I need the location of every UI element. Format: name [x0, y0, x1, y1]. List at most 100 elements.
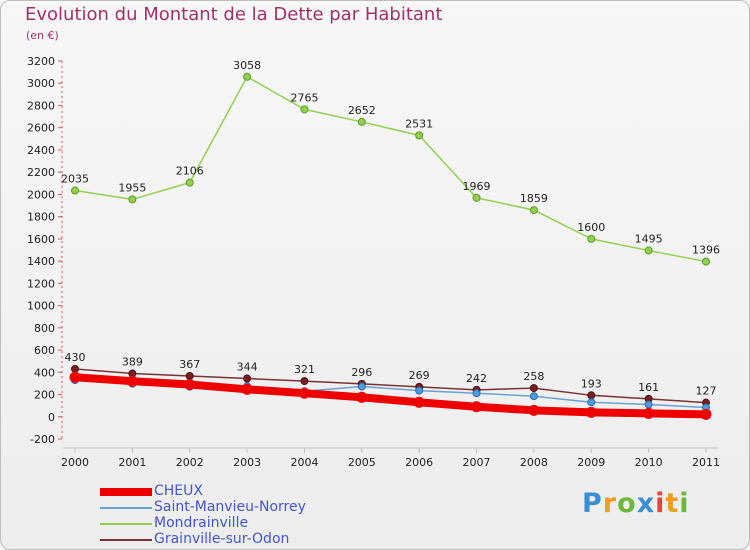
legend-swatch-saint-manvieu-norrey — [100, 507, 152, 509]
proxiti-logo: Proxiti — [582, 488, 690, 519]
y-tick-label: 2600 — [27, 122, 55, 135]
x-tick-label: 2004 — [290, 456, 318, 469]
y-tick-label: 0 — [48, 411, 55, 424]
data-label-mondrainville: 2765 — [290, 91, 318, 104]
data-point-mondrainville — [529, 206, 538, 215]
data-label-grainville-sur-odon: 242 — [466, 372, 487, 385]
data-label-grainville-sur-odon: 193 — [581, 377, 602, 390]
series-line-grainville-sur-odon — [74, 368, 707, 404]
data-point-cheux — [241, 383, 253, 395]
series-line-mondrainville — [74, 76, 707, 263]
data-label-grainville-sur-odon: 258 — [523, 370, 544, 383]
x-tick-label: 2010 — [635, 456, 663, 469]
data-point-saint-manvieu-norrey — [529, 392, 538, 401]
data-point-grainville-sur-odon — [243, 374, 252, 383]
data-point-grainville-sur-odon — [587, 391, 596, 400]
y-tick-label: 1400 — [27, 255, 55, 268]
data-label-mondrainville: 2531 — [405, 117, 433, 130]
x-tick-label: 2002 — [176, 456, 204, 469]
data-label-grainville-sur-odon: 161 — [638, 381, 659, 394]
data-point-cheux — [528, 404, 540, 416]
legend-label-cheux: CHEUX — [154, 483, 203, 499]
data-point-cheux — [413, 396, 425, 408]
data-label-mondrainville: 1600 — [577, 221, 605, 234]
data-point-cheux — [356, 391, 368, 403]
data-point-saint-manvieu-norrey — [415, 386, 424, 395]
data-label-grainville-sur-odon: 127 — [696, 385, 717, 398]
data-point-cheux — [298, 387, 310, 399]
data-point-mondrainville — [243, 72, 252, 81]
legend-label-mondrainville: Mondrainville — [154, 515, 249, 531]
chart-title: Evolution du Montant de la Dette par Hab… — [25, 4, 443, 25]
x-tick-label: 2008 — [520, 456, 548, 469]
data-label-mondrainville: 2035 — [61, 173, 89, 186]
x-tick-label: 2005 — [348, 456, 376, 469]
data-point-mondrainville — [300, 105, 309, 114]
data-point-saint-manvieu-norrey — [472, 389, 481, 398]
series-line-cheux — [71, 373, 710, 419]
y-tick-label: 2200 — [27, 166, 55, 179]
y-tick-label: 2800 — [27, 99, 55, 112]
x-tick-label: 2009 — [577, 456, 605, 469]
x-tick-label: 2001 — [118, 456, 146, 469]
data-label-mondrainville: 1969 — [463, 180, 491, 193]
data-point-mondrainville — [587, 234, 596, 243]
data-point-cheux — [585, 406, 597, 418]
data-label-mondrainville: 1396 — [692, 244, 720, 257]
y-tick-label: -200 — [30, 433, 55, 446]
data-point-mondrainville — [357, 117, 366, 126]
y-tick-label: 1000 — [27, 300, 55, 313]
legend-swatch-mondrainville — [100, 523, 152, 525]
data-label-mondrainville: 1955 — [118, 181, 146, 194]
data-point-mondrainville — [415, 131, 424, 140]
y-tick-label: 2400 — [27, 144, 55, 157]
data-label-grainville-sur-odon: 389 — [122, 356, 143, 369]
x-tick-label: 2011 — [692, 456, 720, 469]
data-label-mondrainville: 1859 — [520, 192, 548, 205]
data-point-saint-manvieu-norrey — [644, 400, 653, 409]
data-label-grainville-sur-odon: 367 — [179, 358, 200, 371]
legend-swatch-grainville-sur-odon — [100, 539, 152, 541]
data-point-saint-manvieu-norrey — [357, 382, 366, 391]
y-tick-label: 1600 — [27, 233, 55, 246]
data-point-cheux — [471, 401, 483, 413]
y-tick-label: 800 — [34, 322, 55, 335]
data-point-mondrainville — [644, 246, 653, 255]
data-point-cheux — [643, 407, 655, 419]
unit-label: (en €) — [26, 29, 59, 42]
x-tick-label: 2000 — [61, 456, 89, 469]
data-label-grainville-sur-odon: 430 — [65, 351, 86, 364]
data-point-grainville-sur-odon — [300, 377, 309, 386]
data-point-mondrainville — [128, 195, 137, 204]
y-tick-label: 3000 — [27, 77, 55, 90]
data-label-mondrainville: 2106 — [176, 165, 204, 178]
data-point-saint-manvieu-norrey — [587, 398, 596, 407]
data-label-grainville-sur-odon: 344 — [237, 361, 258, 374]
data-label-mondrainville: 3058 — [233, 59, 261, 72]
x-tick-label: 2003 — [233, 456, 261, 469]
data-label-grainville-sur-odon: 321 — [294, 363, 315, 376]
y-tick-label: 400 — [34, 366, 55, 379]
legend-swatch-cheux — [100, 488, 152, 496]
data-point-cheux — [184, 379, 196, 391]
data-point-mondrainville — [71, 186, 79, 195]
x-tick-label: 2006 — [405, 456, 433, 469]
legend-label-grainville-sur-odon: Grainville-sur-Odon — [154, 531, 290, 547]
y-tick-label: 200 — [34, 389, 55, 402]
y-tick-label: 600 — [34, 344, 55, 357]
data-label-mondrainville: 1495 — [635, 233, 663, 246]
y-tick-label: 3200 — [27, 55, 55, 68]
x-tick-label: 2007 — [463, 456, 491, 469]
data-label-mondrainville: 2652 — [348, 104, 376, 117]
data-point-cheux — [69, 371, 81, 383]
data-label-grainville-sur-odon: 269 — [409, 369, 430, 382]
data-point-grainville-sur-odon — [71, 364, 79, 373]
data-point-cheux — [700, 408, 712, 420]
data-point-mondrainville — [702, 257, 710, 266]
line-chart: -200 0 200 400 600 800 1000 1200 1400 1600 1800 200… — [27, 55, 720, 469]
data-point-grainville-sur-odon — [185, 371, 194, 380]
data-point-grainville-sur-odon — [529, 384, 538, 393]
legend-label-saint-manvieu-norrey: Saint-Manvieu-Norrey — [154, 499, 306, 515]
y-tick-label: 2000 — [27, 188, 55, 201]
